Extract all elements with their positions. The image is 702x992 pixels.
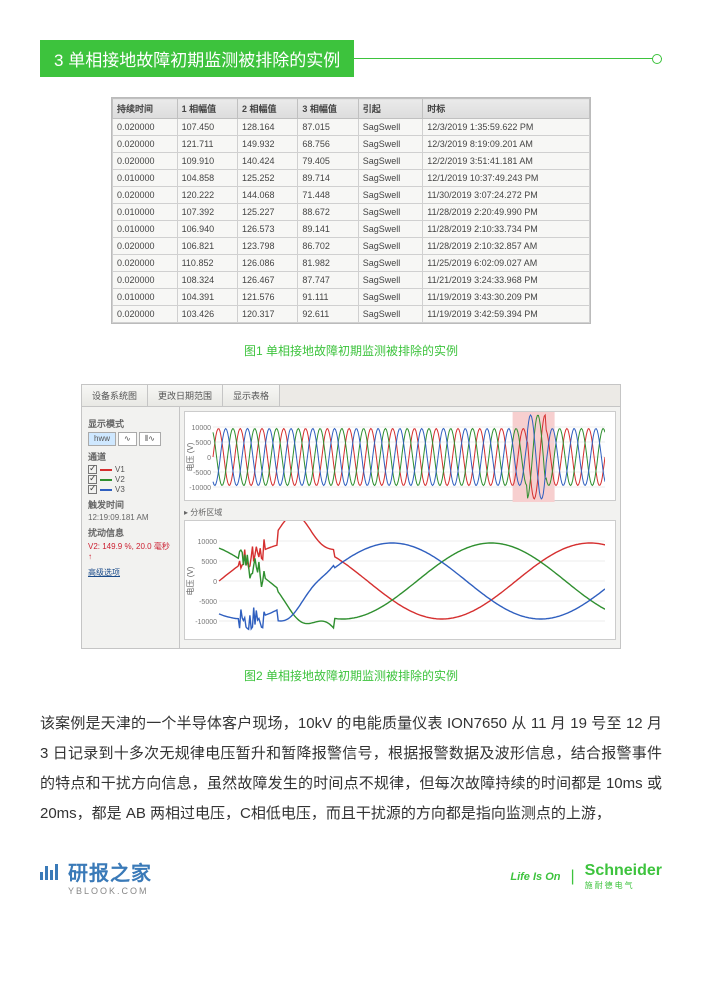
table-col-header: 2 相幅值 — [237, 99, 297, 119]
table-row: 0.020000106.821123.79886.702SagSwell11/2… — [113, 238, 590, 255]
table-col-header: 时标 — [423, 99, 590, 119]
color-swatch — [100, 479, 112, 481]
table-row: 0.020000107.450128.16487.015SagSwell12/3… — [113, 119, 590, 136]
tab-device-diagram[interactable]: 设备系统图 — [82, 385, 148, 406]
table-col-header: 持续时间 — [113, 99, 178, 119]
svg-text:0: 0 — [207, 455, 211, 462]
chart-bottom: -10000 -5000 0 5000 10000 电压 (V) — [184, 520, 616, 640]
data-table-region: 持续时间1 相幅值2 相幅值3 相幅值引起时标 0.020000107.4501… — [111, 97, 591, 324]
svg-text:-10000: -10000 — [195, 619, 217, 626]
table-row: 0.020000110.852126.08681.982SagSwell11/2… — [113, 255, 590, 272]
table-row: 0.020000121.711149.93268.756SagSwell12/3… — [113, 136, 590, 153]
table-row: 0.020000120.222144.06871.448SagSwell11/3… — [113, 187, 590, 204]
detail-value: V2: 149.9 %, 20.0 毫秒↑ — [88, 541, 173, 561]
wave-sidebar: 显示模式 hww ∿ ⦀∿ 通道 V1V2V3 触发时间 12:19:09.18… — [82, 407, 180, 648]
channel-row[interactable]: V1 — [88, 465, 173, 474]
wave-tabs: 设备系统图 更改日期范围 显示表格 — [82, 385, 620, 407]
sag-swell-table: 持续时间1 相幅值2 相幅值3 相幅值引起时标 0.020000107.4501… — [112, 98, 590, 323]
table-row: 0.010000104.391121.57691.111SagSwell11/1… — [113, 289, 590, 306]
figure1-caption: 图1 单相接地故障初期监测被排除的实例 — [40, 342, 662, 359]
svg-text:-5000: -5000 — [199, 599, 217, 606]
color-swatch — [100, 489, 112, 491]
svg-text:电压 (V): 电压 (V) — [185, 566, 195, 595]
tab-show-table[interactable]: 显示表格 — [223, 385, 280, 406]
channel-name: V1 — [115, 465, 125, 474]
footer-right: Life Is On | Schneider 施耐德电气 — [510, 862, 662, 891]
color-swatch — [100, 469, 112, 471]
mode-both-button[interactable]: ⦀∿ — [139, 432, 161, 446]
trigger-label: 触发时间 — [88, 498, 173, 511]
figure2-caption: 图2 单相接地故障初期监测被排除的实例 — [40, 667, 662, 684]
footer-brand: 研报之家 — [68, 857, 152, 886]
schneider-sub: 施耐德电气 — [585, 880, 662, 891]
analysis-accordion[interactable]: ▸ 分析区域 — [184, 505, 616, 520]
table-row: 0.010000107.392125.22788.672SagSwell11/2… — [113, 204, 590, 221]
checkbox-icon[interactable] — [88, 485, 97, 494]
table-row: 0.020000109.910140.42479.405SagSwell12/2… — [113, 153, 590, 170]
svg-text:电压 (V): 电压 (V) — [185, 442, 195, 471]
life-is-on: Life Is On — [510, 871, 560, 883]
mode-wave-button[interactable]: ∿ — [118, 432, 137, 446]
footer-left: 研报之家 YBLOOK.COM — [40, 857, 152, 896]
channel-name: V3 — [115, 485, 125, 494]
body-paragraph: 该案例是天津的一个半导体客户现场，10kV 的电能质量仪表 ION7650 从 … — [40, 709, 662, 829]
detail-label: 扰动信息 — [88, 526, 173, 539]
mode-hww-button[interactable]: hww — [88, 432, 116, 446]
display-mode-label: 显示模式 — [88, 417, 173, 430]
heading-number: 3 — [54, 51, 63, 70]
channel-label: 通道 — [88, 450, 173, 463]
page-footer: 研报之家 YBLOOK.COM Life Is On | Schneider 施… — [0, 849, 702, 910]
channel-name: V2 — [115, 475, 125, 484]
tab-date-range[interactable]: 更改日期范围 — [148, 385, 223, 406]
heading-rule — [354, 58, 662, 59]
advanced-link[interactable]: 高级选项 — [88, 567, 173, 578]
table-row: 0.020000103.426120.31792.611SagSwell11/1… — [113, 306, 590, 323]
table-col-header: 1 相幅值 — [177, 99, 237, 119]
table-col-header: 3 相幅值 — [298, 99, 358, 119]
footer-brand-sub: YBLOOK.COM — [68, 886, 152, 896]
wave-charts: -10000 -5000 0 5000 10000 电压 (V) ▸ 分析区域 -1000… — [180, 407, 620, 648]
trigger-value: 12:19:09.181 AM — [88, 513, 173, 522]
svg-text:10000: 10000 — [192, 425, 212, 432]
svg-text:5000: 5000 — [195, 440, 211, 447]
svg-text:-10000: -10000 — [189, 485, 211, 492]
channel-row[interactable]: V2 — [88, 475, 173, 484]
table-row: 0.010000106.940126.57389.141SagSwell11/2… — [113, 221, 590, 238]
heading-title: 单相接地故障初期监测被排除的实例 — [68, 51, 340, 70]
svg-text:10000: 10000 — [198, 539, 218, 546]
waveform-panel: 设备系统图 更改日期范围 显示表格 显示模式 hww ∿ ⦀∿ 通道 V1V2V… — [81, 384, 621, 649]
section-heading: 3 单相接地故障初期监测被排除的实例 — [40, 40, 662, 77]
schneider-logo: Schneider — [585, 862, 662, 880]
bars-icon — [40, 864, 58, 880]
channel-row[interactable]: V3 — [88, 485, 173, 494]
svg-text:-5000: -5000 — [193, 470, 211, 477]
table-row: 0.020000108.324126.46787.747SagSwell11/2… — [113, 272, 590, 289]
chart-top: -10000 -5000 0 5000 10000 电压 (V) — [184, 411, 616, 501]
svg-text:0: 0 — [213, 579, 217, 586]
table-col-header: 引起 — [358, 99, 423, 119]
heading-tag: 3 单相接地故障初期监测被排除的实例 — [40, 40, 354, 77]
svg-text:5000: 5000 — [201, 559, 217, 566]
table-row: 0.010000104.858125.25289.714SagSwell12/1… — [113, 170, 590, 187]
